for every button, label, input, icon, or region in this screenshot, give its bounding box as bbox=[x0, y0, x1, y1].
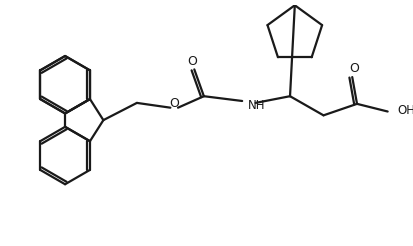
Text: OH: OH bbox=[396, 104, 413, 117]
Text: NH: NH bbox=[247, 99, 265, 112]
Text: O: O bbox=[169, 97, 179, 110]
Text: O: O bbox=[187, 55, 197, 68]
Text: O: O bbox=[349, 62, 358, 75]
